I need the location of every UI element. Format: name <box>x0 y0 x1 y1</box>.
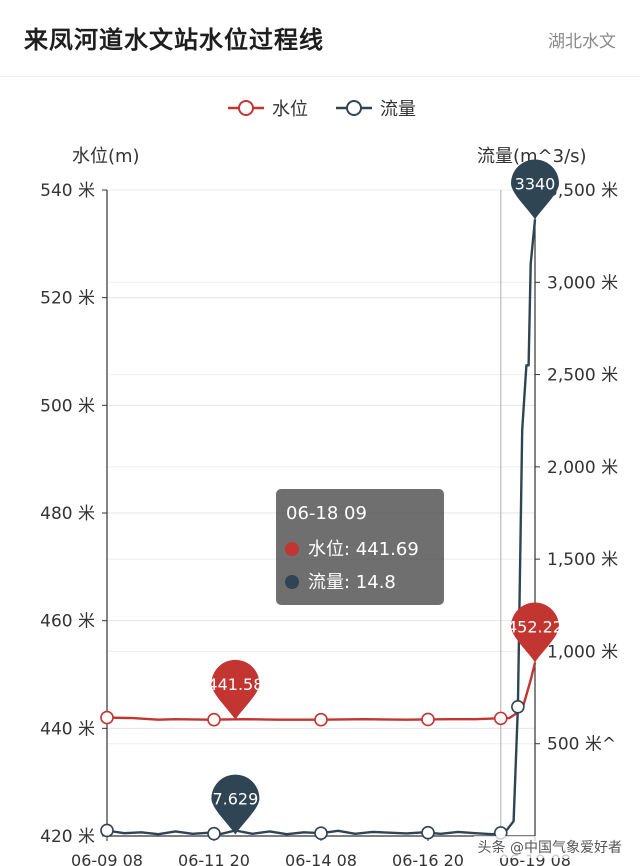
tooltip-box <box>276 489 444 605</box>
series-point-流量 <box>421 825 435 840</box>
legend-marker <box>346 100 362 116</box>
tooltip-time: 06-18 09 <box>286 503 367 524</box>
markpoint-pin <box>211 659 260 720</box>
y-right-tick-label: 500 米^ <box>547 735 616 755</box>
markpoint-label: 7.629 <box>212 790 258 809</box>
series-point-水位 <box>100 710 114 725</box>
y-left-tick-label: 460 米 <box>40 612 95 632</box>
header: 来凤河道水文站水位过程线 湖北水文 <box>0 0 640 78</box>
y-left-tick-label: 440 米 <box>40 719 95 739</box>
tooltip-dot <box>285 575 299 589</box>
header-divider <box>0 76 640 77</box>
tooltip-dot <box>285 542 299 556</box>
markpoint-pin <box>211 774 260 835</box>
y-left-tick-label: 420 米 <box>40 827 95 847</box>
markpoint-label: 441.58 <box>207 675 263 694</box>
series-point-流量 <box>314 826 328 841</box>
series-point-流量 <box>511 699 525 714</box>
y-right-tick-label: 3,000 米 <box>547 273 618 293</box>
y-left-tick-label: 540 米 <box>40 181 95 201</box>
legend-label: 流量 <box>380 99 416 120</box>
y-right-tick-label: 1,500 米 <box>547 550 618 570</box>
series-point-水位 <box>314 712 328 727</box>
series-point-水位 <box>493 711 508 726</box>
markpoint-label: 3340 <box>515 175 556 194</box>
markpoint-pin <box>511 159 559 220</box>
x-tick-label: 06-16 20 <box>392 851 464 866</box>
y-right-tick-label: 2,500 米 <box>547 366 618 386</box>
legend-label: 水位 <box>272 99 308 120</box>
source-label: 湖北水文 <box>548 32 616 52</box>
tooltip-row: 水位: 441.69 <box>308 539 419 560</box>
y-left-axis-name: 水位(m) <box>72 146 140 167</box>
y-left-tick-label: 500 米 <box>40 396 95 416</box>
series-point-水位 <box>421 712 435 727</box>
y-right-axis-name: 流量(m^3/s) <box>477 146 587 167</box>
x-tick-label: 06-14 08 <box>285 851 357 866</box>
legend-marker <box>238 100 254 116</box>
y-right-tick-label: 2,000 米 <box>547 458 618 478</box>
series-line-水位 <box>106 662 537 721</box>
series-point-水位 <box>207 712 221 727</box>
y-right-tick-label: 3,500 米 <box>547 181 618 201</box>
y-left-tick-label: 520 米 <box>40 289 95 309</box>
markpoint-label: 452.22 <box>507 618 563 637</box>
y-left-tick-label: 480 米 <box>40 504 95 524</box>
y-right-tick-label: 1,000 米 <box>547 642 618 662</box>
series-point-流量 <box>207 826 221 841</box>
x-tick-label: 06-11 20 <box>178 851 250 866</box>
page-title: 来凤河道水文站水位过程线 <box>24 26 324 54</box>
markpoint-pin <box>511 602 559 663</box>
series-point-流量 <box>100 823 114 838</box>
tooltip-row: 流量: 14.8 <box>308 572 396 593</box>
watermark: 头条 @中国气象爱好者 <box>473 836 626 858</box>
x-tick-label: 06-09 08 <box>71 851 143 866</box>
series-line-流量 <box>106 219 537 836</box>
